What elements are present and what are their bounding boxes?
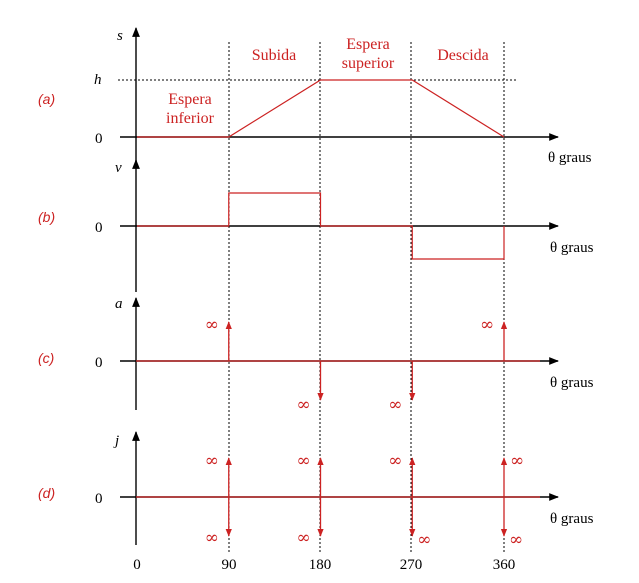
infinity-symbol-360: ∞ bbox=[480, 315, 494, 335]
jerk-impulses: ∞ ∞ ∞ ∞ ∞ ∞ ∞ ∞ bbox=[205, 451, 524, 550]
panel-d-jerk: (d) j 0 θ graus ∞ ∞ ∞ ∞ ∞ ∞ ∞ ∞ bbox=[38, 431, 594, 550]
infinity-symbol-up-180: ∞ bbox=[297, 451, 311, 471]
espera-superior-line2: superior bbox=[342, 55, 395, 72]
panel-a-displacement: (a) s h 0 θ graus Espera inferior Subida… bbox=[38, 27, 592, 166]
infinity-symbol-270: ∞ bbox=[388, 395, 402, 415]
infinity-symbol-up-270: ∞ bbox=[388, 451, 402, 471]
acceleration-impulses: ∞ ∞ ∞ ∞ bbox=[205, 315, 508, 415]
displacement-curve bbox=[137, 79, 505, 138]
infinity-symbol-up-90: ∞ bbox=[205, 451, 219, 471]
panel-c-zero-label: 0 bbox=[95, 355, 103, 371]
infinity-symbol-down-360: ∞ bbox=[509, 530, 523, 550]
panel-d-y-label: j bbox=[113, 433, 119, 449]
panel-c-y-label: a bbox=[115, 296, 123, 312]
panel-d-label: (d) bbox=[38, 485, 55, 501]
subida-label: Subida bbox=[252, 47, 296, 64]
x-tick-0: 0 bbox=[133, 557, 141, 573]
dashed-separator-lines bbox=[228, 42, 505, 552]
panel-c-acceleration: (c) a 0 θ graus ∞ ∞ ∞ ∞ bbox=[38, 296, 594, 415]
panel-b-zero-label: 0 bbox=[95, 220, 103, 236]
x-tick-270: 270 bbox=[400, 557, 423, 573]
espera-inferior-line2: inferior bbox=[166, 110, 215, 127]
panel-d-x-axis-label: θ graus bbox=[550, 511, 594, 527]
panel-c-x-axis-label: θ graus bbox=[550, 375, 594, 391]
x-tick-labels: 0 90 180 270 360 bbox=[133, 557, 515, 573]
infinity-symbol-90: ∞ bbox=[205, 315, 219, 335]
x-tick-180: 180 bbox=[309, 557, 332, 573]
panel-b-y-label: v bbox=[115, 160, 122, 176]
panel-a-x-axis-label: θ graus bbox=[548, 150, 592, 166]
espera-superior-line1: Espera bbox=[346, 36, 390, 53]
panel-c-label: (c) bbox=[38, 350, 54, 366]
panel-a-y-label: s bbox=[117, 28, 123, 44]
panel-b-label: (b) bbox=[38, 209, 55, 225]
panel-a-h-label: h bbox=[94, 72, 102, 88]
espera-inferior-line1: Espera bbox=[168, 91, 212, 108]
infinity-symbol-down-270: ∞ bbox=[417, 530, 431, 550]
panel-b-velocity: (b) v 0 θ graus bbox=[38, 159, 594, 292]
velocity-curve bbox=[137, 192, 505, 260]
panel-a-label: (a) bbox=[38, 91, 55, 107]
panel-a-zero-label: 0 bbox=[95, 131, 103, 147]
infinity-symbol-180: ∞ bbox=[297, 395, 311, 415]
x-tick-90: 90 bbox=[222, 557, 237, 573]
descida-label: Descida bbox=[437, 47, 489, 64]
infinity-symbol-down-180: ∞ bbox=[297, 528, 311, 548]
infinity-symbol-down-90: ∞ bbox=[205, 528, 219, 548]
panel-b-x-axis-label: θ graus bbox=[550, 240, 594, 256]
x-tick-360: 360 bbox=[493, 557, 516, 573]
panel-d-zero-label: 0 bbox=[95, 491, 103, 507]
infinity-symbol-up-360: ∞ bbox=[510, 451, 524, 471]
